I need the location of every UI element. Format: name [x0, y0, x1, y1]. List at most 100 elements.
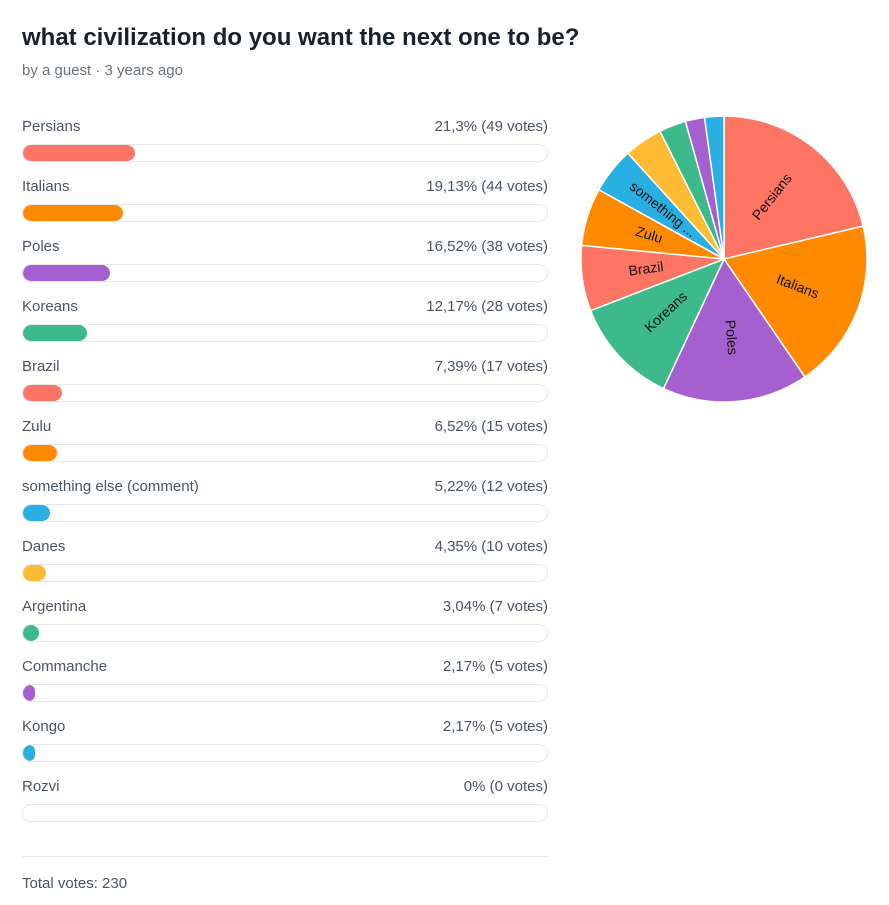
poll-option-bar-track — [22, 624, 548, 642]
poll-option-bar-fill — [23, 205, 124, 221]
poll-option: Rozvi 0% (0 votes) — [22, 778, 548, 838]
poll-option-stats: 19,13% (44 votes) — [426, 178, 548, 195]
poll-option-header: Kongo 2,17% (5 votes) — [22, 718, 548, 740]
poll-option-bar-track — [22, 504, 548, 522]
poll-option-votes: (5 votes) — [489, 718, 548, 735]
poll-option-stats: 7,39% (17 votes) — [435, 358, 548, 375]
poll-option-bar-fill — [23, 325, 87, 341]
poll-option-bar-fill — [23, 505, 51, 521]
poll-option-bar-fill — [23, 265, 110, 281]
pie-slice-label: Brazil — [627, 258, 664, 279]
poll-option-percent: 3,04% — [442, 598, 486, 615]
poll-option-header: Persians 21,3% (49 votes) — [22, 118, 548, 140]
poll-option-percent: 7,39% — [434, 358, 478, 375]
pie-slice — [723, 115, 865, 260]
poll-option-votes: (17 votes) — [481, 358, 548, 375]
poll-option-header: something else (comment) 5,22% (12 votes) — [22, 478, 548, 500]
poll-option-stats: 4,35% (10 votes) — [435, 538, 548, 555]
poll-option-label: Danes — [22, 538, 66, 555]
poll-option-label: Rozvi — [22, 778, 60, 795]
pie-chart-svg: PersiansItaliansPolesKoreansBrazilZuluso… — [580, 115, 868, 403]
poll-option-votes: (49 votes) — [481, 118, 548, 135]
poll-option-votes: (0 votes) — [489, 778, 548, 795]
poll-option-stats: 21,3% (49 votes) — [435, 118, 548, 135]
poll-option-header: Argentina 3,04% (7 votes) — [22, 598, 548, 620]
poll-options-list: Persians 21,3% (49 votes) Italians 19,13% (… — [22, 118, 548, 838]
poll-option-bar-track — [22, 444, 548, 462]
poll-option-percent: 0% — [463, 778, 486, 795]
poll-option-votes: (12 votes) — [481, 478, 548, 495]
poll-option-votes: (7 votes) — [489, 598, 548, 615]
poll-option-percent: 12,17% — [426, 298, 478, 315]
pie-slice — [662, 257, 806, 403]
poll-option-label: Italians — [22, 178, 70, 195]
pie-slice — [589, 257, 726, 390]
poll-option-votes: (38 votes) — [481, 238, 548, 255]
poll-option-header: Danes 4,35% (10 votes) — [22, 538, 548, 560]
poll-option-votes: (5 votes) — [489, 658, 548, 675]
poll-option-bar-track — [22, 204, 548, 222]
poll-option-bar-track — [22, 744, 548, 762]
poll-option-label: something else (comment) — [22, 478, 199, 495]
poll-option-bar-fill — [23, 745, 35, 761]
poll-option: Brazil 7,39% (17 votes) — [22, 358, 548, 418]
poll-option-bar-fill — [23, 445, 58, 461]
poll-option-percent: 6,52% — [434, 418, 478, 435]
pie-slice — [722, 225, 868, 378]
poll-option-header: Rozvi 0% (0 votes) — [22, 778, 548, 800]
poll-option: Zulu 6,52% (15 votes) — [22, 418, 548, 478]
poll-option-label: Persians — [22, 118, 81, 135]
poll-option-votes: (44 votes) — [481, 178, 548, 195]
poll-option-stats: 12,17% (28 votes) — [426, 298, 548, 315]
poll-option-bar-fill — [23, 385, 62, 401]
poll-option-votes: (28 votes) — [481, 298, 548, 315]
poll-option-stats: 3,04% (7 votes) — [443, 598, 548, 615]
poll-option-percent: 16,52% — [426, 238, 478, 255]
poll-option-label: Poles — [22, 238, 60, 255]
poll-option-bar-fill — [23, 625, 39, 641]
poll-option-percent: 21,3% — [434, 118, 478, 135]
poll-option: Kongo 2,17% (5 votes) — [22, 718, 548, 778]
poll-option-bar-track — [22, 264, 548, 282]
pie-slice — [703, 115, 725, 260]
poll-option-bar-track — [22, 564, 548, 582]
poll-option: Poles 16,52% (38 votes) — [22, 238, 548, 298]
poll-option-votes: (15 votes) — [481, 418, 548, 435]
poll-option-label: Brazil — [22, 358, 60, 375]
poll-option-stats: 2,17% (5 votes) — [443, 718, 548, 735]
poll-option-bar-track — [22, 324, 548, 342]
poll-option: Argentina 3,04% (7 votes) — [22, 598, 548, 658]
poll-option-label: Kongo — [22, 718, 66, 735]
poll-option-bar-track — [22, 804, 548, 822]
pie-chart: Persians Italians Poles Koreans Brazil Zulu so… — [578, 113, 870, 405]
pie-slice-label: Zulu — [634, 223, 665, 246]
poll-option-stats: 0% (0 votes) — [464, 778, 548, 795]
poll-option-header: Koreans 12,17% (28 votes) — [22, 298, 548, 320]
poll-option-label: Zulu — [22, 418, 52, 435]
poll-option-stats: 16,52% (38 votes) — [426, 238, 548, 255]
poll-option-stats: 5,22% (12 votes) — [435, 478, 548, 495]
poll-option-bar-fill — [23, 685, 35, 701]
poll-option-percent: 2,17% — [442, 658, 486, 675]
poll-title: what civilization do you want the next o… — [22, 24, 580, 51]
poll-option-percent: 2,17% — [442, 718, 486, 735]
poll-option-bar-track — [22, 384, 548, 402]
poll-option: Persians 21,3% (49 votes) — [22, 118, 548, 178]
poll-option-label: Commanche — [22, 658, 108, 675]
poll-option-bar-fill — [23, 145, 135, 161]
poll-option-label: Koreans — [22, 298, 78, 315]
poll-option-percent: 19,13% — [426, 178, 478, 195]
poll-option-bar-fill — [23, 565, 46, 581]
poll-option: Italians 19,13% (44 votes) — [22, 178, 548, 238]
divider — [22, 856, 548, 857]
poll-option: Koreans 12,17% (28 votes) — [22, 298, 548, 358]
pie-slice-label: Poles — [722, 319, 741, 355]
poll-option: Danes 4,35% (10 votes) — [22, 538, 548, 598]
poll-option-header: Poles 16,52% (38 votes) — [22, 238, 548, 260]
poll-option-header: Italians 19,13% (44 votes) — [22, 178, 548, 200]
poll-option-stats: 6,52% (15 votes) — [435, 418, 548, 435]
poll-option-bar-track — [22, 144, 548, 162]
poll-option-label: Argentina — [22, 598, 87, 615]
poll-option: Commanche 2,17% (5 votes) — [22, 658, 548, 718]
poll-option-bar-track — [22, 684, 548, 702]
